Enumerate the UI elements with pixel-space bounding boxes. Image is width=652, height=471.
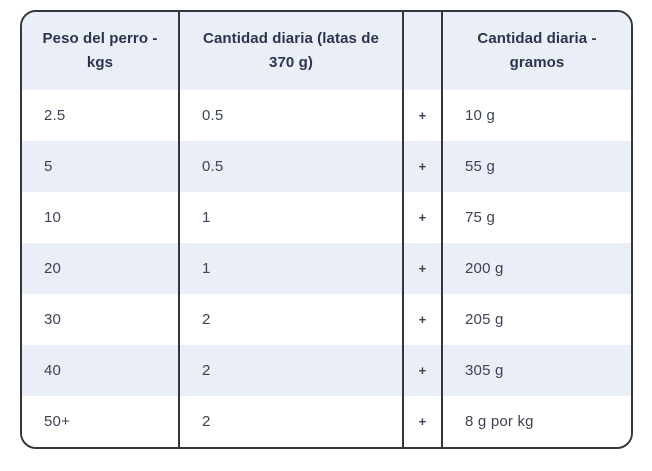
cell-cans: 2 (178, 294, 403, 345)
cell-cans: 2 (178, 396, 403, 447)
cell-weight: 50+ (22, 396, 179, 447)
cell-grams: 200 g (441, 243, 631, 294)
cell-weight: 20 (22, 243, 179, 294)
table-row: 50+ 2 + 8 g por kg (22, 396, 631, 447)
cell-plus: + (402, 294, 442, 345)
table-row: 10 1 + 75 g (22, 192, 631, 243)
table-header: Peso del perro - kgs Cantidad diaria (la… (22, 12, 631, 90)
table-row: 2.5 0.5 + 10 g (22, 90, 631, 141)
cell-grams: 75 g (441, 192, 631, 243)
cell-weight: 30 (22, 294, 179, 345)
cell-cans: 1 (178, 243, 403, 294)
cell-weight: 10 (22, 192, 179, 243)
table-row: 30 2 + 205 g (22, 294, 631, 345)
cell-weight: 5 (22, 141, 179, 192)
cell-plus: + (402, 90, 442, 141)
cell-weight: 2.5 (22, 90, 179, 141)
cell-grams: 8 g por kg (441, 396, 631, 447)
column-header-grams: Cantidad diaria - gramos (441, 12, 631, 90)
cell-weight: 40 (22, 345, 179, 396)
cell-plus: + (402, 141, 442, 192)
cell-grams: 305 g (441, 345, 631, 396)
cell-plus: + (402, 396, 442, 447)
cell-plus: + (402, 243, 442, 294)
cell-plus: + (402, 192, 442, 243)
table-body: 2.5 0.5 + 10 g 5 0.5 + 55 g 10 1 + 75 g … (22, 90, 631, 447)
cell-cans: 2 (178, 345, 403, 396)
header-row: Peso del perro - kgs Cantidad diaria (la… (22, 12, 631, 90)
cell-grams: 55 g (441, 141, 631, 192)
data-table: Peso del perro - kgs Cantidad diaria (la… (22, 12, 631, 447)
column-header-weight: Peso del perro - kgs (22, 12, 179, 90)
column-header-cans: Cantidad diaria (latas de 370 g) (178, 12, 403, 90)
table-row: 20 1 + 200 g (22, 243, 631, 294)
table-row: 40 2 + 305 g (22, 345, 631, 396)
cell-grams: 10 g (441, 90, 631, 141)
cell-cans: 1 (178, 192, 403, 243)
feeding-guide-table: Peso del perro - kgs Cantidad diaria (la… (20, 10, 633, 449)
cell-plus: + (402, 345, 442, 396)
cell-cans: 0.5 (178, 90, 403, 141)
column-header-plus (402, 12, 442, 90)
cell-cans: 0.5 (178, 141, 403, 192)
table-row: 5 0.5 + 55 g (22, 141, 631, 192)
cell-grams: 205 g (441, 294, 631, 345)
